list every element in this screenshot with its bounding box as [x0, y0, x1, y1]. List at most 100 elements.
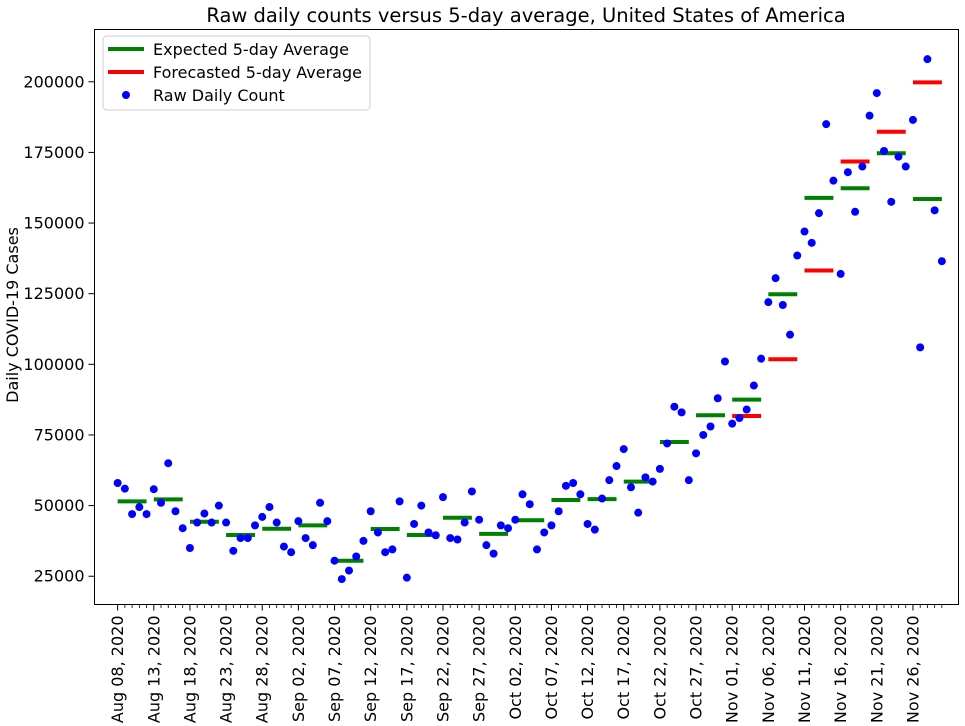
raw-count-point: [504, 524, 513, 533]
raw-count-point: [872, 89, 881, 98]
raw-count-point: [251, 521, 260, 530]
legend-expected-label: Expected 5-day Average: [153, 40, 349, 59]
y-tick-label: 200000: [23, 72, 84, 91]
raw-count-point: [417, 501, 426, 510]
raw-count-point: [583, 519, 592, 528]
raw-count-point: [764, 298, 773, 307]
y-tick-label: 100000: [23, 355, 84, 374]
legend-raw-swatch: [122, 91, 130, 99]
legend-forecast-label: Forecasted 5-day Average: [153, 63, 362, 82]
raw-count-point: [569, 479, 578, 488]
x-tick-label: Aug 23, 2020: [217, 616, 236, 724]
x-tick-label: Nov 26, 2020: [903, 616, 922, 724]
raw-count-point: [728, 419, 737, 428]
legend-raw-label: Raw Daily Count: [153, 86, 285, 105]
x-tick-label: Oct 17, 2020: [614, 616, 633, 720]
x-tick-label: Oct 02, 2020: [506, 616, 525, 720]
raw-count-point: [771, 274, 780, 283]
raw-count-point: [937, 257, 946, 266]
legend-box: [102, 35, 371, 111]
x-tick-label: Nov 06, 2020: [759, 616, 778, 724]
raw-count-point: [482, 541, 491, 550]
raw-count-point: [598, 494, 607, 503]
raw-count-point: [229, 546, 238, 555]
raw-count-point: [446, 534, 455, 543]
raw-count-point: [395, 497, 404, 506]
raw-count-point: [713, 394, 722, 403]
raw-count-point: [843, 168, 852, 177]
raw-count-point: [865, 111, 874, 120]
raw-count-point: [720, 357, 729, 366]
y-tick-label: 175000: [23, 143, 84, 162]
raw-count-point: [807, 238, 816, 247]
raw-count-point: [887, 197, 896, 206]
x-tick-label: Nov 21, 2020: [867, 616, 886, 724]
raw-count-point: [670, 402, 679, 411]
raw-count-point: [496, 521, 505, 530]
x-tick-label: Sep 27, 2020: [470, 616, 489, 723]
chart-title: Raw daily counts versus 5-day average, U…: [206, 4, 845, 27]
raw-count-point: [561, 481, 570, 490]
raw-count-point: [880, 146, 889, 155]
plot-frame: [94, 29, 959, 605]
raw-count-point: [460, 518, 469, 527]
y-axis-label: Daily COVID-19 Cases: [3, 227, 22, 403]
raw-count-point: [742, 405, 751, 414]
raw-count-point: [475, 515, 484, 524]
y-tick-label: 25000: [34, 567, 85, 586]
raw-count-point: [735, 414, 744, 423]
raw-count-point: [554, 507, 563, 516]
x-tick-label: Sep 02, 2020: [289, 616, 308, 723]
raw-count-point: [265, 503, 274, 512]
raw-count-point: [540, 528, 549, 537]
x-tick-label: Sep 22, 2020: [433, 616, 452, 723]
x-tick-label: Nov 01, 2020: [723, 616, 742, 724]
raw-count-point: [410, 519, 419, 528]
raw-count-point: [243, 534, 252, 543]
raw-count-point: [207, 518, 216, 527]
raw-count-point: [605, 476, 614, 485]
y-tick-label: 50000: [34, 496, 85, 515]
raw-count-point: [272, 518, 281, 527]
x-tick-label: Nov 16, 2020: [831, 616, 850, 724]
raw-count-point: [778, 300, 787, 309]
raw-count-point: [330, 556, 339, 565]
raw-count-point: [214, 501, 223, 510]
x-tick-label: Oct 07, 2020: [542, 616, 561, 720]
raw-count-point: [316, 498, 325, 507]
raw-count-point: [757, 354, 766, 363]
raw-count-point: [800, 227, 809, 236]
raw-count-point: [279, 542, 288, 551]
raw-count-point: [236, 534, 245, 543]
raw-count-point: [193, 518, 202, 527]
raw-count-point: [258, 512, 267, 521]
raw-count-point: [786, 330, 795, 339]
raw-count-point: [135, 503, 144, 512]
y-axis-ticks: 25000 50000 75000 100000 125000 150000 175000 2…: [23, 72, 95, 586]
raw-count-point: [308, 541, 317, 550]
raw-count-point: [655, 464, 664, 473]
raw-count-point: [576, 490, 585, 499]
y-tick-label: 75000: [34, 425, 85, 444]
raw-count-point: [294, 517, 303, 526]
raw-count-point: [453, 535, 462, 544]
raw-count-point: [916, 343, 925, 352]
x-tick-label: Sep 07, 2020: [325, 616, 344, 723]
raw-count-point: [612, 462, 621, 471]
x-tick-label: Sep 12, 2020: [361, 616, 380, 723]
raw-count-point: [749, 381, 758, 390]
raw-count-point: [438, 493, 447, 502]
raw-count-point: [424, 528, 433, 537]
x-tick-label: Oct 12, 2020: [578, 616, 597, 720]
raw-count-point: [619, 445, 628, 454]
raw-count-point: [381, 548, 390, 557]
raw-count-point: [894, 152, 903, 161]
raw-count-point: [178, 524, 187, 533]
y-tick-label: 125000: [23, 284, 84, 303]
raw-count-point: [692, 449, 701, 458]
raw-count-point: [590, 525, 599, 534]
raw-count-point: [822, 120, 831, 129]
average-segments: [117, 80, 942, 563]
raw-count-point: [388, 545, 397, 554]
